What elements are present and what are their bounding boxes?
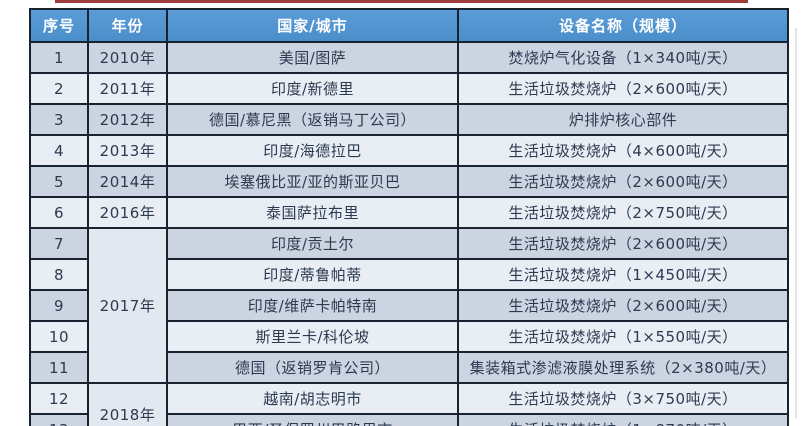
table-row: 7 2017年 印度/贡土尔 生活垃圾焚烧炉（2×600吨/天）	[29, 227, 789, 384]
cell-index: 4	[29, 134, 89, 167]
cell-year: 2018年	[87, 382, 168, 426]
cell-equipment: 生活垃圾焚烧炉（3×750吨/天）	[457, 382, 789, 415]
cell-index: 1	[29, 41, 89, 74]
cell-country-city: 印度/新德里	[166, 72, 459, 105]
cell-year: 2016年	[87, 196, 168, 229]
cell-equipment: 生活垃圾焚烧炉（2×600吨/天）	[457, 165, 789, 198]
cell-equipment: 生活垃圾焚烧炉（4×600吨/天）	[457, 134, 789, 167]
cell-index: 5	[29, 165, 89, 198]
cell-country-city: 巴西/圣保罗州巴路里市	[166, 413, 459, 426]
cell-index: 3	[29, 103, 89, 136]
cell-equipment: 生活垃圾焚烧炉（2×600吨/天）	[457, 72, 789, 105]
cell-country-city: 印度/维萨卡帕特南	[166, 289, 459, 322]
header-row: 序号 年份 国家/城市 设备名称（规模）	[29, 8, 789, 43]
right-edge-line	[795, 28, 797, 418]
table-body: 1 2010年 美国/图萨 焚烧炉气化设备（1×340吨/天） 2 2011年 印度/新德里…	[29, 41, 789, 426]
cell-index: 8	[29, 258, 89, 291]
cell-year: 2017年	[87, 227, 168, 384]
cell-equipment: 集装箱式渗滤液膜处理系统（2×380吨/天）	[457, 351, 789, 384]
cell-country-city: 印度/贡土尔	[166, 227, 459, 260]
table-row: 11 德国（返销罗肯公司） 集装箱式渗滤液膜处理系统（2×380吨/天）	[29, 351, 789, 384]
cell-country-city: 印度/蒂鲁帕蒂	[166, 258, 459, 291]
cell-equipment: 炉排炉核心部件	[457, 103, 789, 136]
table-row: 10 斯里兰卡/科伦坡 生活垃圾焚烧炉（1×550吨/天）	[29, 320, 789, 353]
equipment-export-table-wrap: 序号 年份 国家/城市 设备名称（规模） 1 2010年 美国/图萨 焚烧炉气化设备（…	[29, 8, 789, 426]
cell-index: 6	[29, 196, 89, 229]
cell-equipment: 生活垃圾焚烧炉（1×550吨/天）	[457, 320, 789, 353]
cell-year: 2014年	[87, 165, 168, 198]
cell-country-city: 泰国萨拉布里	[166, 196, 459, 229]
cell-index: 13	[29, 413, 89, 426]
cell-equipment: 焚烧炉气化设备（1×340吨/天）	[457, 41, 789, 74]
column-header-year: 年份	[87, 8, 168, 43]
column-header-equipment: 设备名称（规模）	[457, 8, 789, 43]
table-row: 4 2013年 印度/海德拉巴 生活垃圾焚烧炉（4×600吨/天）	[29, 134, 789, 167]
table-row: 9 印度/维萨卡帕特南 生活垃圾焚烧炉（2×600吨/天）	[29, 289, 789, 322]
cell-equipment: 生活垃圾焚烧炉（2×600吨/天）	[457, 227, 789, 260]
cell-country-city: 越南/胡志明市	[166, 382, 459, 415]
column-header-country-city: 国家/城市	[166, 8, 459, 43]
cell-country-city: 斯里兰卡/科伦坡	[166, 320, 459, 353]
cell-year: 2013年	[87, 134, 168, 167]
equipment-export-table: 序号 年份 国家/城市 设备名称（规模） 1 2010年 美国/图萨 焚烧炉气化设备（…	[29, 8, 789, 426]
table-row: 6 2016年 泰国萨拉布里 生活垃圾焚烧炉（2×750吨/天）	[29, 196, 789, 229]
cell-country-city: 美国/图萨	[166, 41, 459, 74]
table-row: 12 2018年 越南/胡志明市 生活垃圾焚烧炉（3×750吨/天）	[29, 382, 789, 426]
cell-index: 11	[29, 351, 89, 384]
cell-country-city: 德国/慕尼黑（返销马丁公司）	[166, 103, 459, 136]
cell-country-city: 埃塞俄比亚/亚的斯亚贝巴	[166, 165, 459, 198]
cell-year: 2010年	[87, 41, 168, 74]
table-header: 序号 年份 国家/城市 设备名称（规模）	[29, 8, 789, 43]
cell-index: 2	[29, 72, 89, 105]
cell-equipment: 生活垃圾焚烧炉（1×450吨/天）	[457, 258, 789, 291]
table-row: 8 印度/蒂鲁帕蒂 生活垃圾焚烧炉（1×450吨/天）	[29, 258, 789, 291]
cell-index: 10	[29, 320, 89, 353]
table-row: 1 2010年 美国/图萨 焚烧炉气化设备（1×340吨/天）	[29, 41, 789, 74]
top-accent-line	[55, 0, 748, 3]
cell-country-city: 德国（返销罗肯公司）	[166, 351, 459, 384]
cell-year: 2012年	[87, 103, 168, 136]
table-row: 3 2012年 德国/慕尼黑（返销马丁公司） 炉排炉核心部件	[29, 103, 789, 136]
table-row: 5 2014年 埃塞俄比亚/亚的斯亚贝巴 生活垃圾焚烧炉（2×600吨/天）	[29, 165, 789, 198]
cell-equipment: 生活垃圾焚烧炉（2×750吨/天）	[457, 196, 789, 229]
cell-index: 12	[29, 382, 89, 415]
cell-equipment: 生活垃圾焚烧炉（1×870吨/天）	[457, 413, 789, 426]
column-header-index: 序号	[29, 8, 89, 43]
table-row: 2 2011年 印度/新德里 生活垃圾焚烧炉（2×600吨/天）	[29, 72, 789, 105]
cell-index: 7	[29, 227, 89, 260]
cell-country-city: 印度/海德拉巴	[166, 134, 459, 167]
cell-index: 9	[29, 289, 89, 322]
cell-year: 2011年	[87, 72, 168, 105]
cell-equipment: 生活垃圾焚烧炉（2×600吨/天）	[457, 289, 789, 322]
table-row: 13 巴西/圣保罗州巴路里市生活垃圾焚烧炉（1×870吨/天）	[29, 413, 789, 426]
